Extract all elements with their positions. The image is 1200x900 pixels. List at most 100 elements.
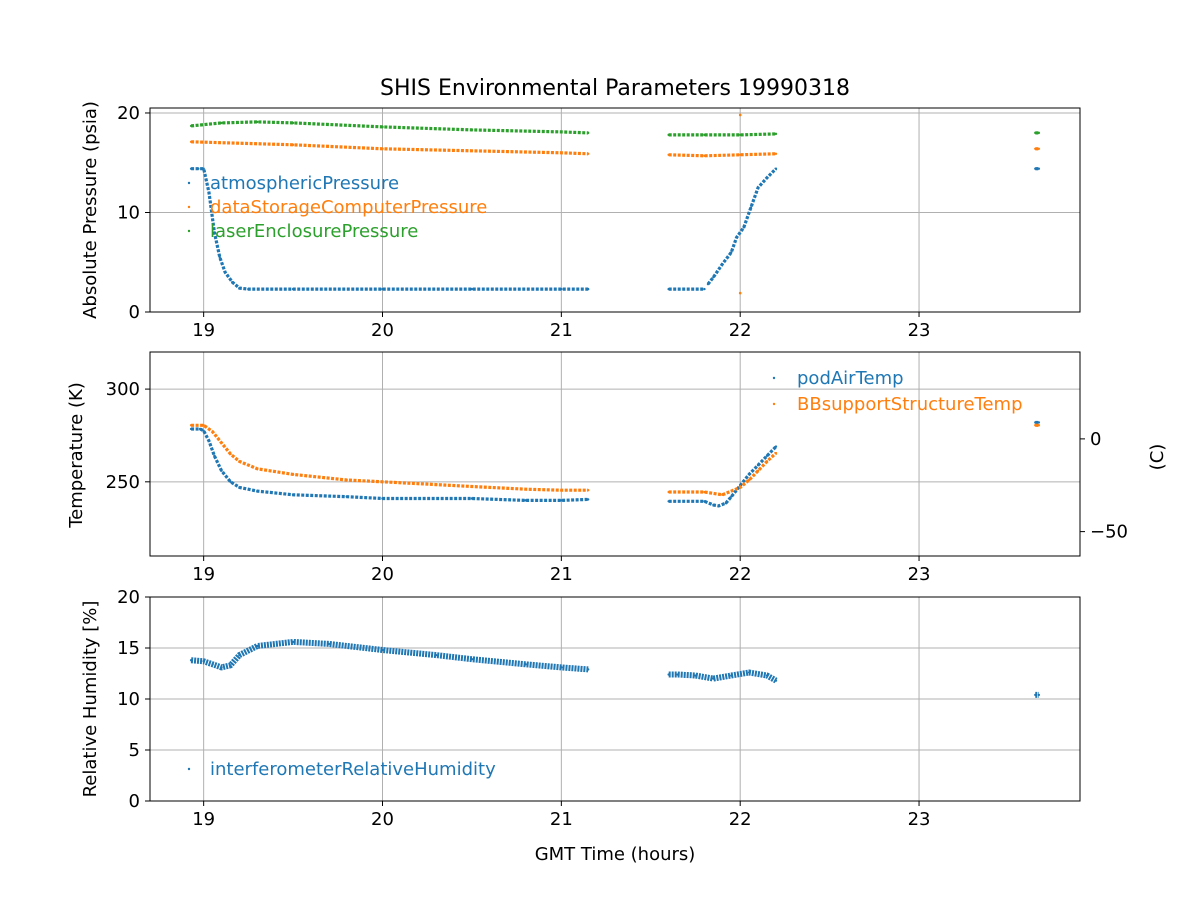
series-line [190,120,589,135]
data-point [756,186,760,189]
data-point [706,282,710,286]
data-point [774,132,778,136]
data-point [774,445,778,448]
y-tick-label: 10 [117,202,140,223]
data-point [560,499,563,502]
data-point [667,673,670,676]
x-axis-label: GMT Time (hours) [535,844,696,865]
data-point [586,152,590,155]
legend: interferometerRelativeHumidity [187,759,496,780]
data-point [223,270,227,274]
data-point [560,130,563,134]
x-tick-label: 22 [729,564,752,585]
data-point [291,493,295,496]
data-point [202,424,205,427]
data-point [470,485,474,488]
data-point [667,287,670,291]
y-tick-label: 0 [129,791,140,812]
series-BBsupportStructureTemp [189,423,1041,497]
data-point [211,663,214,666]
y-tick-label: 20 [117,587,140,608]
data-point [524,663,527,666]
data-point [207,191,211,194]
data-point [189,140,193,144]
series-line [668,451,778,497]
legend-marker [187,767,191,771]
y-tick-label: 300 [106,379,140,400]
data-point [381,648,384,652]
x-tick-label: 22 [729,320,752,341]
data-point [586,287,590,291]
data-point [703,490,706,494]
legend: atmosphericPressure dataStorageComputerPr… [187,173,487,242]
data-point [560,488,563,492]
y2-tick-label: 0 [1090,429,1101,450]
data-point [256,489,259,493]
axes-frame [149,107,1081,313]
data-point [189,659,193,662]
data-point [327,642,331,646]
legend-marker [772,376,776,380]
series-laserEnclosurePressure [189,120,1041,137]
series-interferometerRelativeHumidity [189,638,1041,698]
data-point [291,121,295,125]
data-point [220,469,223,472]
data-point [202,167,205,170]
x-tick-label: 21 [550,809,573,830]
data-point [470,287,474,291]
data-point [229,664,232,667]
series-line [668,669,778,684]
data-point [738,486,742,489]
legend-label: BBsupportStructureTemp [797,394,1023,415]
data-point [213,231,216,234]
data-point [202,429,205,433]
data-point [218,256,221,259]
y2-tick-label: −50 [1090,522,1128,543]
data-point [291,640,295,644]
data-point [721,263,724,266]
data-point [730,495,733,498]
data-point [747,473,751,476]
data-point [220,121,223,125]
data-point [229,452,232,456]
data-point [220,666,223,669]
data-point [247,287,250,291]
data-point [381,480,384,484]
x-tick-label: 19 [192,809,215,830]
x-tick-label: 19 [192,564,215,585]
x-tick-label: 23 [908,320,931,341]
x-tick-label: 23 [908,809,931,830]
data-point [470,497,474,500]
data-point [189,427,193,431]
series-line [191,140,589,156]
data-point [560,287,563,291]
series-dataStorageComputerPressure [189,113,1041,295]
data-point [667,500,670,503]
data-point [256,467,259,471]
data-point [291,287,295,291]
pressure-panel: 19 20 21 22 23 0 10 20 atmosphericPressure dataSt… [117,103,1081,341]
y-tick-label: 5 [129,740,140,761]
outlier-point [738,291,742,295]
legend-marker [187,205,191,209]
data-point [742,226,745,229]
x-tick-label: 22 [729,809,752,830]
data-point [1034,693,1037,697]
x-tick-label: 20 [371,564,394,585]
y-tick-label: 15 [117,638,140,659]
data-point [256,120,259,124]
data-point [1037,424,1041,427]
data-point [345,478,348,482]
data-point [756,469,760,472]
data-point [730,251,733,254]
data-point [747,478,751,482]
data-point [676,673,679,676]
data-point [229,480,232,484]
data-point [381,287,384,291]
data-point [738,153,742,156]
temperature-panel: 19 20 21 22 23 250 300 −50 0 podAirTemp BBsupportS… [106,351,1128,585]
humidity-y-axis-label: Relative Humidity [%] [80,601,101,798]
data-point [586,668,590,671]
x-tick-label: 21 [550,320,573,341]
